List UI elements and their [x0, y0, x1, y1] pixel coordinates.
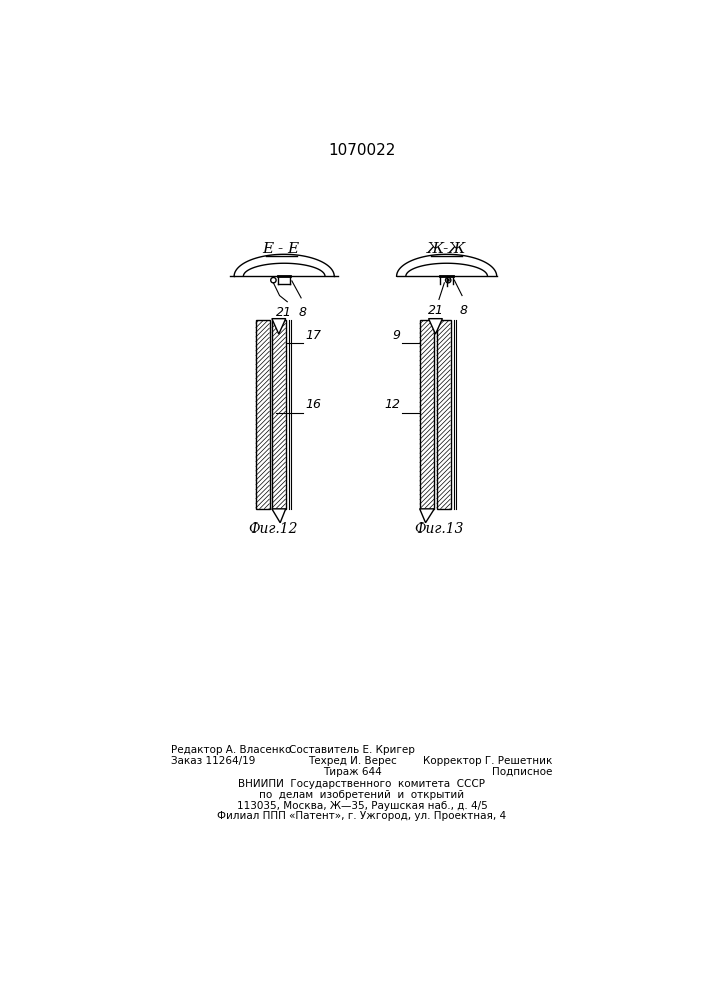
Bar	[420, 320, 434, 509]
Polygon shape	[272, 319, 286, 334]
Text: Филиал ППП «Патент», г. Ужгород, ул. Проектная, 4: Филиал ППП «Патент», г. Ужгород, ул. Про…	[217, 811, 506, 821]
Text: Редактор А. Власенко: Редактор А. Власенко	[171, 745, 291, 755]
Text: Фиг.13: Фиг.13	[414, 522, 464, 536]
Text: 16: 16	[305, 398, 321, 411]
Text: 9: 9	[392, 329, 400, 342]
Text: Техред И. Верес: Техред И. Верес	[308, 756, 397, 766]
Text: Составитель Е. Кригер: Составитель Е. Кригер	[289, 745, 415, 755]
Text: E - E: E - E	[262, 242, 300, 256]
Polygon shape	[272, 509, 286, 523]
Text: ВНИИПИ  Государственного  комитета  СССР: ВНИИПИ Государственного комитета СССР	[238, 779, 486, 789]
Text: 21: 21	[276, 306, 292, 319]
Circle shape	[448, 279, 449, 281]
Text: Тираж 644: Тираж 644	[322, 767, 381, 777]
Text: 113035, Москва, Ж—35, Раушская наб., д. 4/5: 113035, Москва, Ж—35, Раушская наб., д. …	[237, 801, 487, 811]
Text: по  делам  изобретений  и  открытий: по делам изобретений и открытий	[259, 790, 464, 800]
Text: Заказ 11264/19: Заказ 11264/19	[171, 756, 255, 766]
Text: Фиг.12: Фиг.12	[248, 522, 298, 536]
Text: Корректор Г. Решетник: Корректор Г. Решетник	[423, 756, 552, 766]
Bar	[256, 320, 269, 509]
Text: 8: 8	[460, 304, 467, 317]
Text: 12: 12	[385, 398, 400, 411]
Text: 21: 21	[428, 304, 444, 317]
Text: Ж-Ж: Ж-Ж	[427, 242, 467, 256]
Bar	[437, 320, 450, 509]
Text: Подписное: Подписное	[492, 767, 552, 777]
Polygon shape	[420, 509, 434, 523]
Polygon shape	[428, 319, 443, 334]
Text: 1070022: 1070022	[328, 143, 396, 158]
Text: 17: 17	[305, 329, 321, 342]
Text: 8: 8	[298, 306, 307, 319]
Bar	[272, 320, 286, 509]
